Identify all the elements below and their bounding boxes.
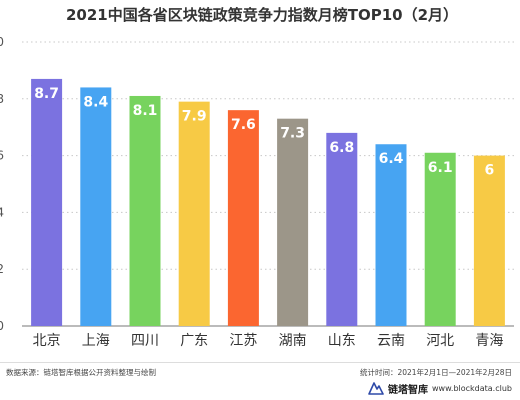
footer-source: 数据来源：链塔智库根据公开资料整理与绘制: [6, 368, 156, 377]
bar: [31, 78, 63, 326]
x-tick-label: 江苏: [229, 333, 257, 349]
bar-value-label: 7.3: [280, 126, 305, 142]
y-tick-label: 8: [0, 92, 4, 106]
x-tick-label: 北京: [33, 333, 61, 349]
bar-value-label: 6.4: [379, 151, 404, 167]
x-tick-label: 云南: [377, 333, 405, 349]
y-tick-label: 0: [0, 319, 4, 333]
x-tick-label: 广东: [180, 333, 208, 349]
bar-value-label: 8.7: [34, 86, 59, 102]
x-tick-label: 山东: [328, 333, 356, 349]
bar: [129, 95, 161, 327]
y-tick-label: 10: [0, 35, 4, 49]
footer-period: 统计时间：2021年2月1日—2021年2月28日: [359, 368, 512, 377]
bar: [277, 118, 309, 327]
bar-value-label: 7.6: [231, 117, 256, 133]
bar-value-label: 6.1: [428, 160, 453, 176]
y-tick-label: 2: [0, 262, 4, 276]
bar: [424, 152, 456, 326]
x-tick-label: 河北: [426, 333, 454, 349]
bar: [227, 110, 259, 326]
x-tick-label: 青海: [475, 333, 503, 349]
bar: [178, 101, 210, 326]
x-tick-label: 四川: [131, 333, 159, 349]
bar: [326, 132, 358, 326]
brand-logo-icon: [368, 382, 384, 395]
y-tick-label: 4: [0, 205, 4, 219]
brand-block: 链塔智库 www.blockdata.club: [368, 381, 512, 396]
bar-value-label: 8.1: [133, 103, 158, 119]
x-tick-label: 湖南: [279, 333, 307, 349]
bar-value-label: 7.9: [182, 109, 207, 125]
bar: [473, 155, 505, 326]
brand-url: www.blockdata.club: [432, 384, 512, 393]
x-tick-label: 上海: [82, 333, 110, 349]
bar-value-label: 6: [485, 163, 495, 179]
bar-value-label: 8.4: [83, 94, 108, 110]
chart-title: 2021中国各省区块链政策竞争力指数月榜TOP10（2月）: [66, 6, 458, 24]
footer-divider: [0, 362, 520, 363]
y-tick-label: 6: [0, 149, 4, 163]
bar: [375, 144, 407, 326]
brand-name: 链塔智库: [388, 385, 428, 396]
bar: [80, 87, 112, 326]
bar-value-label: 6.8: [329, 140, 354, 156]
